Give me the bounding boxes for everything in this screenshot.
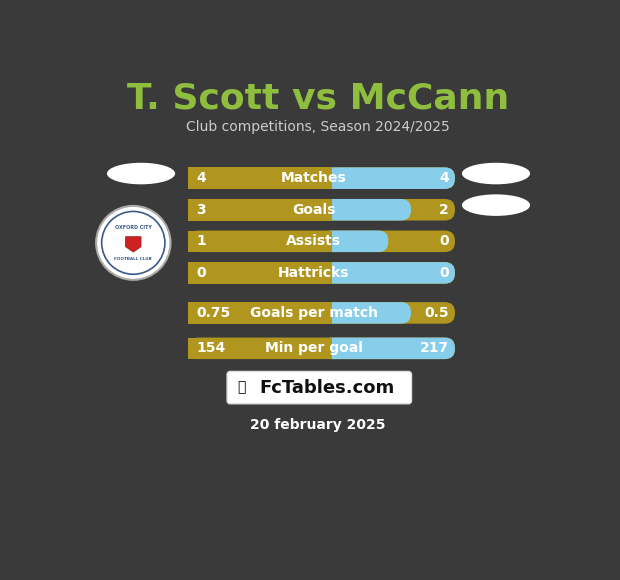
- FancyBboxPatch shape: [322, 199, 411, 220]
- FancyBboxPatch shape: [188, 302, 455, 324]
- Text: T. Scott vs McCann: T. Scott vs McCann: [126, 82, 509, 116]
- Text: Hattricks: Hattricks: [278, 266, 350, 280]
- FancyBboxPatch shape: [322, 230, 388, 252]
- FancyBboxPatch shape: [188, 338, 455, 359]
- Text: 2: 2: [439, 203, 449, 217]
- Text: OXFORD CITY: OXFORD CITY: [115, 224, 152, 230]
- Ellipse shape: [107, 163, 175, 184]
- FancyBboxPatch shape: [188, 168, 455, 189]
- Bar: [188, 302, 332, 324]
- Ellipse shape: [462, 163, 530, 184]
- Text: 3: 3: [196, 203, 206, 217]
- Text: Assists: Assists: [286, 234, 342, 248]
- Text: FcTables.com: FcTables.com: [259, 379, 395, 397]
- Text: 0: 0: [439, 234, 449, 248]
- Circle shape: [96, 206, 170, 280]
- Polygon shape: [125, 237, 141, 252]
- Text: 0: 0: [196, 266, 206, 280]
- FancyBboxPatch shape: [322, 338, 455, 359]
- Text: 0: 0: [439, 266, 449, 280]
- Ellipse shape: [462, 194, 530, 216]
- Text: Goals: Goals: [292, 203, 335, 217]
- Bar: [188, 168, 332, 189]
- Text: 0.5: 0.5: [424, 306, 449, 320]
- Text: Matches: Matches: [281, 171, 347, 185]
- Text: 4: 4: [196, 171, 206, 185]
- FancyBboxPatch shape: [322, 302, 411, 324]
- FancyBboxPatch shape: [188, 262, 455, 284]
- FancyBboxPatch shape: [188, 199, 455, 220]
- Bar: [188, 338, 332, 359]
- Text: 4: 4: [439, 171, 449, 185]
- Text: FOOTBALL CLUB: FOOTBALL CLUB: [115, 256, 152, 260]
- Bar: [188, 199, 332, 220]
- FancyBboxPatch shape: [322, 262, 455, 284]
- Text: 1: 1: [196, 234, 206, 248]
- FancyBboxPatch shape: [322, 168, 455, 189]
- Text: 154: 154: [196, 342, 225, 356]
- Text: Goals per match: Goals per match: [250, 306, 378, 320]
- Text: Min per goal: Min per goal: [265, 342, 363, 356]
- Text: 20 february 2025: 20 february 2025: [250, 418, 386, 432]
- Bar: [188, 262, 332, 284]
- Bar: [188, 230, 332, 252]
- Text: Club competitions, Season 2024/2025: Club competitions, Season 2024/2025: [186, 121, 450, 135]
- Text: 0.75: 0.75: [196, 306, 230, 320]
- Text: 📊: 📊: [237, 380, 246, 394]
- FancyBboxPatch shape: [227, 371, 412, 404]
- Text: 217: 217: [420, 342, 449, 356]
- FancyBboxPatch shape: [188, 230, 455, 252]
